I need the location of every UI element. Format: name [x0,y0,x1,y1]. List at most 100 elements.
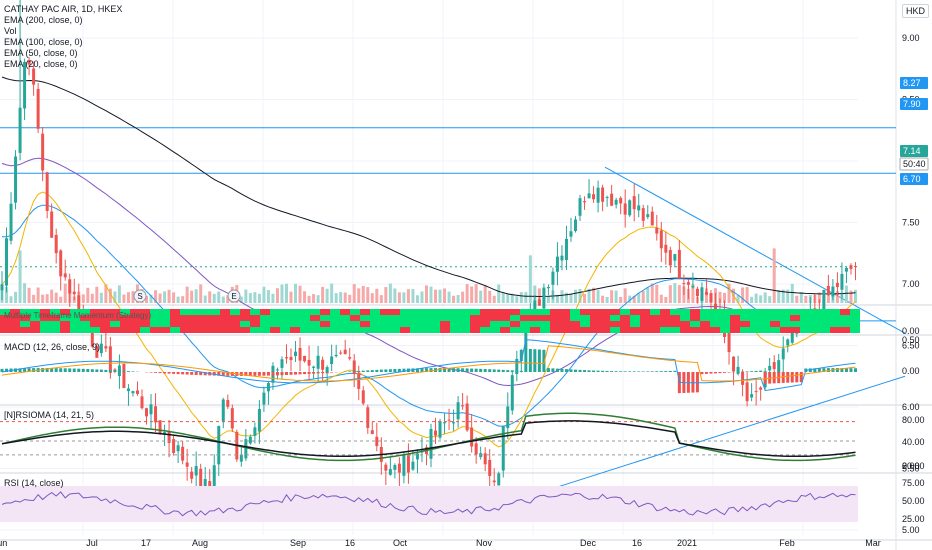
momentum-cell [250,327,260,333]
momentum-cell [110,309,120,315]
momentum-cell [230,315,240,321]
rsioma-pane-label[interactable]: [N]RSIOMA (14, 21, 5) [4,410,95,420]
momentum-cell [110,321,120,327]
price-tick-label: 5.00 [902,525,920,535]
momentum-cell [470,321,480,327]
momentum-cell [280,327,290,333]
momentum-cell [640,321,650,327]
candle-body [524,328,528,350]
price-badge-text: 6.70 [903,174,921,184]
momentum-cell [50,327,60,333]
legend-ema20[interactable]: EMA (20, close, 0) [4,59,78,69]
macd-pane-label[interactable]: MACD (12, 26, close, 9) [4,342,101,352]
momentum-cell [430,321,440,327]
symbol-title[interactable]: CATHAY PAC AIR, 1D, HKEX [4,4,123,14]
legend-ema50[interactable]: EMA (50, close, 0) [4,48,78,58]
volume-bar [343,292,347,303]
legend-vol[interactable]: Vol [4,26,17,36]
momentum-cell [10,309,20,315]
rsi-pane-label[interactable]: RSI (14, close) [4,478,64,488]
macd-hist-bar [546,368,550,372]
momentum-cell [310,315,320,321]
momentum-cell [770,309,780,315]
macd-hist-bar [352,371,356,372]
candle-body [280,359,284,368]
macd-tick-label: 0.00 [902,366,920,376]
candle-body [772,362,776,370]
multi-pane-label[interactable]: Multiple Timeframe Momentum (Strategy) [4,311,152,320]
macd-hist-bar [754,370,758,372]
volume-bar [844,285,848,303]
candle-body [452,422,456,424]
date-tick-label: Jun [0,538,7,548]
price-tick-label: 7.00 [902,279,920,289]
momentum-cell [280,321,290,327]
momentum-cell [220,309,230,315]
candle-body [375,436,379,447]
momentum-cell [70,327,80,333]
volume-bar [655,284,659,303]
price-badge-text: 7.14 [903,146,921,156]
momentum-cell [390,309,400,315]
resistance-trendline [604,166,906,334]
volume-bar [361,285,365,303]
candle-body [226,400,230,407]
momentum-cell [450,309,460,315]
candle-body [849,265,853,269]
rsioma-pane [0,412,858,462]
momentum-cell [610,327,620,333]
momentum-cell [230,327,240,333]
candle-body [713,303,717,312]
event-marker-label: S [137,292,142,301]
candle-body [366,407,370,428]
currency-label[interactable]: HKD [902,4,930,18]
candle-body [461,405,465,407]
candle-body [415,453,419,460]
event-marker [227,289,241,303]
momentum-cell [740,315,750,321]
momentum-cell [170,309,180,315]
momentum-cell [200,321,210,327]
momentum-cell [320,315,330,321]
macd-hist-bar [117,370,121,372]
momentum-cell [380,327,390,333]
momentum-cell [380,321,390,327]
volume-bar [122,294,126,303]
candle-body [303,355,307,362]
candle-body [488,459,492,476]
momentum-cell [710,321,720,327]
macd-hist-bar [303,372,307,375]
momentum-cell [540,321,550,327]
momentum-cell [150,327,160,333]
momentum-cell [520,315,530,321]
volume-bar [628,295,632,303]
macd-hist-bar [429,368,433,372]
candle-body [393,465,397,470]
macd-hist-bar [244,372,248,376]
legend-ema200[interactable]: EMA (200, close, 0) [4,15,83,25]
candle-body [777,360,781,374]
momentum-cell [590,327,600,333]
momentum-cell [700,321,710,327]
momentum-cell [470,309,480,315]
volume-bar [131,291,135,303]
candle-body [140,396,144,409]
momentum-cell [850,315,860,321]
volume-bar [239,296,243,303]
event-marker-label: E [231,292,236,301]
legend-ema100[interactable]: EMA (100, close, 0) [4,37,83,47]
macd-hist-bar [27,368,31,372]
momentum-cell [550,309,560,315]
momentum-cell [810,321,820,327]
macd-hist-bar [632,371,636,372]
momentum-cell [40,309,50,315]
price-tick-label: 7.50 [902,218,920,228]
macd-hist-bar [650,371,654,372]
momentum-cell [120,327,130,333]
momentum-cell [490,327,500,333]
volume-bar [226,295,230,303]
macd-hist-bar [488,369,492,372]
momentum-cell [330,327,340,333]
